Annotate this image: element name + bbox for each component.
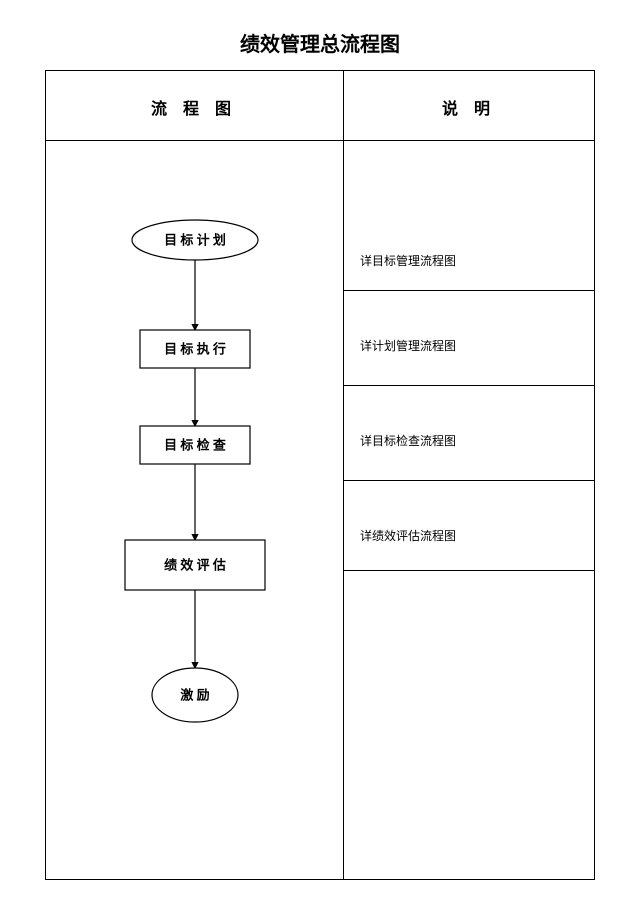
description-divider — [343, 480, 595, 481]
description-divider — [343, 570, 595, 571]
description-item: 详目标管理流程图 — [360, 252, 456, 269]
flow-node-label: 目 标 检 查 — [164, 438, 227, 453]
description-divider — [343, 290, 595, 291]
page-title: 绩效管理总流程图 — [0, 28, 640, 57]
header-flowchart: 流 程 图 — [45, 95, 343, 119]
description-divider — [343, 385, 595, 386]
header-description: 说 明 — [343, 95, 595, 119]
flowchart-svg: 目 标 计 划目 标 执 行目 标 检 查绩 效 评 估激 励 — [45, 140, 343, 880]
page: 绩效管理总流程图 流 程 图 说 明 详目标管理流程图详计划管理流程图详目标检查… — [0, 0, 640, 905]
description-item: 详绩效评估流程图 — [360, 527, 456, 544]
column-divider — [343, 70, 344, 880]
flow-node-label: 目 标 执 行 — [164, 342, 226, 357]
description-item: 详目标检查流程图 — [360, 432, 456, 449]
flow-node-label: 绩 效 评 估 — [164, 558, 226, 573]
flow-node-label: 激 励 — [180, 688, 209, 703]
flow-node-label: 目 标 计 划 — [164, 233, 226, 248]
description-item: 详计划管理流程图 — [360, 337, 456, 354]
